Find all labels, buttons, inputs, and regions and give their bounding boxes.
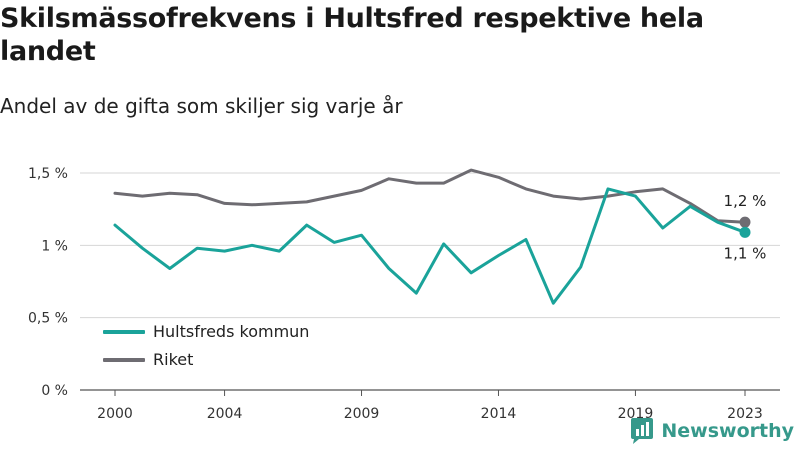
brand-name: Newsworthy (661, 420, 794, 442)
legend-swatch-riket (103, 358, 145, 362)
newsworthy-logo-icon (631, 418, 654, 444)
x-tick-label: 2014 (481, 406, 517, 422)
series-lines (113, 168, 747, 305)
y-tick-label: 0,5 % (28, 311, 68, 327)
brand-logo: Newsworthy (629, 417, 794, 445)
series-end-markers: 1,2 % 1,1 % (724, 192, 767, 262)
y-tick-label: 1,5 % (28, 166, 68, 182)
legend-swatch-hultsfred (103, 330, 145, 334)
end-marker-hultsfred (739, 226, 751, 238)
x-tick-label: 2023 (727, 406, 763, 422)
y-axis-tick-labels: 0 % 0,5 % 1 % 1,5 % (28, 166, 68, 399)
series-line-hultsfred (113, 187, 747, 305)
legend: Hultsfreds kommun Riket (103, 318, 309, 374)
legend-label-hultsfred: Hultsfreds kommun (153, 322, 310, 341)
chart-subtitle: Andel av de gifta som skiljer sig varje … (0, 94, 403, 118)
y-tick-label: 0 % (41, 383, 68, 399)
y-tick-label: 1 % (41, 238, 68, 254)
gridlines (80, 172, 780, 391)
series-line-riket (113, 168, 747, 224)
end-value-label-hultsfred: 1,1 % (724, 244, 767, 262)
x-tick-label: 2009 (344, 406, 380, 422)
x-tick-label: 2000 (97, 406, 133, 422)
end-marker-riket (739, 216, 751, 228)
legend-label-riket: Riket (153, 350, 194, 369)
legend-item-hultsfred: Hultsfreds kommun (103, 318, 309, 346)
end-value-label-riket: 1,2 % (724, 192, 767, 210)
chart-title: Skilsmässofrekvens i Hultsfred respektiv… (0, 3, 704, 67)
x-tick-label: 2004 (207, 406, 243, 422)
legend-item-riket: Riket (103, 346, 309, 374)
